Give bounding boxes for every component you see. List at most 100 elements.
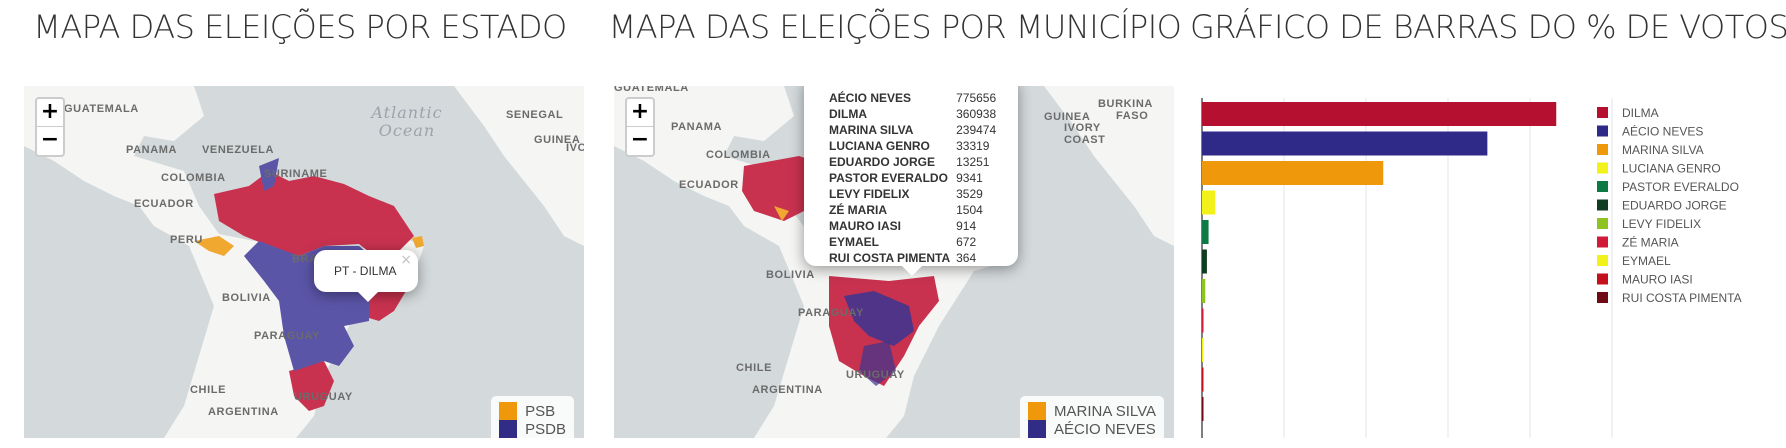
candidate-votes: 33319 <box>956 139 990 153</box>
region-psdb-north[interactable] <box>259 158 279 191</box>
bar-5[interactable] <box>1202 249 1207 274</box>
label-bolivia: BOLIVIA <box>222 292 271 304</box>
label-uruguay: URUGUAY <box>294 391 353 403</box>
bar-6[interactable] <box>1202 279 1206 303</box>
title-grafico-barras: GRÁFICO DE BARRAS DO % DE VOTOS <box>1190 8 1786 46</box>
candidate-name: PASTOR EVERALDO <box>829 171 948 185</box>
candidate-votes: 360938 <box>956 107 997 121</box>
legend-swatch <box>1597 273 1608 285</box>
legend-swatch <box>1597 255 1608 266</box>
region-psb-east[interactable] <box>412 236 424 248</box>
bar-3[interactable] <box>1202 190 1216 215</box>
candidate-votes: 13251 <box>956 155 990 169</box>
legend-label: AÉCIO NEVES <box>1054 420 1156 438</box>
vote-row: LUCIANA GENRO 33319 <box>829 138 996 154</box>
zoom-control: + − <box>625 97 655 157</box>
map-municipio[interactable]: GUATEMALA PANAMA COLOMBIA ECUADOR BOLIVI… <box>614 86 1174 438</box>
legend-swatch <box>1597 162 1608 174</box>
region-southeast[interactable] <box>844 291 914 346</box>
region-south-mix[interactable] <box>859 341 896 386</box>
zoom-control: + − <box>35 97 65 157</box>
label-bolivia: BOLIVIA <box>766 269 815 281</box>
bar-1[interactable] <box>1202 131 1488 156</box>
legend-swatch <box>1597 292 1608 303</box>
legend-swatch <box>1597 181 1608 192</box>
label-burkina: BURKINA <box>1098 98 1153 110</box>
legend-swatch-marina <box>1028 402 1047 420</box>
bar-10[interactable] <box>1202 397 1204 421</box>
candidate-votes: 775656 <box>956 91 997 105</box>
vote-row: ZÉ MARIA 1504 <box>829 202 996 218</box>
label-ecuador: ECUADOR <box>134 198 194 210</box>
zoom-in-button[interactable]: + <box>627 99 653 127</box>
zoom-out-button[interactable]: − <box>630 127 650 152</box>
legend-swatch-aecio <box>1028 420 1047 438</box>
label-faso: FASO <box>1116 110 1149 122</box>
vote-row: MARINA SILVA 239474 <box>829 122 996 138</box>
label-ivory: IVO <box>566 142 584 154</box>
label-paraguay: PARAGUAY <box>798 307 864 319</box>
bar-9[interactable] <box>1202 367 1204 392</box>
legend-swatch <box>1597 125 1608 137</box>
popup-close-button[interactable]: × <box>400 252 412 268</box>
legend-swatch <box>1597 199 1608 211</box>
popup-estado: × PT - DILMA <box>314 250 418 302</box>
legend-label: MARINA SILVA <box>1622 143 1704 157</box>
bar-4[interactable] <box>1202 220 1209 244</box>
candidate-name: EDUARDO JORGE <box>829 155 936 169</box>
region-psb-west[interactable] <box>194 236 234 256</box>
popup-municipio: AÉCIO NEVES 775656 DILMA 360938 MARINA SILVA… <box>804 86 1018 276</box>
legend-item: AÉCIO NEVES <box>1028 420 1156 438</box>
label-guatemala: GUATEMALA <box>64 103 139 115</box>
legend-label: ZÉ MARIA <box>1622 235 1679 250</box>
popup-tip <box>358 292 378 302</box>
candidate-name: RUI COSTA PIMENTA <box>829 251 951 265</box>
map-estado[interactable]: Atlantic Ocean GUATEMALA SENEGAL GUINEA … <box>24 86 584 438</box>
popup-tip <box>902 266 922 276</box>
label-ivory-coast-2: COAST <box>1064 134 1106 146</box>
basemap <box>24 86 584 438</box>
legend-label: LEVY FIDELIX <box>1622 217 1701 231</box>
candidate-name: AÉCIO NEVES <box>829 91 912 105</box>
label-uruguay: URUGUAY <box>846 369 905 381</box>
zoom-out-button[interactable]: − <box>40 127 60 152</box>
bar-2[interactable] <box>1202 161 1384 185</box>
region-pt-south[interactable] <box>289 361 334 411</box>
bar-chart-svg: DILMA AÉCIO NEVES MARINA SILVA LUCIANA GENR… <box>1201 98 1742 438</box>
label-guinea: GUINEA <box>534 134 581 146</box>
vote-row: LEVY FIDELIX 3529 <box>829 186 996 202</box>
candidate-votes: 364 <box>956 251 977 265</box>
candidate-name: LUCIANA GENRO <box>829 139 930 153</box>
candidate-votes: 239474 <box>956 123 997 137</box>
legend-item: MARINA SILVA <box>1028 402 1156 420</box>
region-pt-north[interactable] <box>214 171 414 256</box>
popup-text: PT - DILMA <box>334 264 397 278</box>
label-argentina: ARGENTINA <box>208 406 279 418</box>
legend-label: PSB <box>525 402 556 420</box>
label-guatemala: GUATEMALA <box>614 86 689 94</box>
candidate-name: DILMA <box>829 107 867 121</box>
legend-item: PSDB <box>499 420 566 438</box>
legend-label: MAURO IASI <box>1622 273 1693 287</box>
label-paraguay: PARAGUAY <box>254 330 320 342</box>
candidate-name: MARINA SILVA <box>829 123 914 137</box>
zoom-in-button[interactable]: + <box>37 99 63 127</box>
legend-swatch <box>1597 218 1608 229</box>
ocean-label: Atlantic Ocean <box>362 104 452 140</box>
legend-swatch <box>1597 107 1608 118</box>
label-argentina: ARGENTINA <box>752 384 823 396</box>
bar-chart: DILMA AÉCIO NEVES MARINA SILVA LUCIANA GENR… <box>1200 86 1786 438</box>
legend-swatch-psb <box>499 402 518 420</box>
vote-row: MAURO IASI 914 <box>829 218 996 234</box>
label-chile: CHILE <box>736 362 772 374</box>
legend-label: EDUARDO JORGE <box>1622 199 1727 213</box>
legend-label: RUI COSTA PIMENTA <box>1622 291 1742 305</box>
bar-7[interactable] <box>1202 308 1204 333</box>
bar-8[interactable] <box>1202 338 1204 362</box>
label-colombia: COLOMBIA <box>161 172 226 184</box>
candidate-name: LEVY FIDELIX <box>829 187 910 201</box>
candidate-name: EYMAEL <box>829 235 880 249</box>
region-marina[interactable] <box>774 206 789 221</box>
label-colombia: COLOMBIA <box>706 149 771 161</box>
bar-0[interactable] <box>1202 102 1557 126</box>
